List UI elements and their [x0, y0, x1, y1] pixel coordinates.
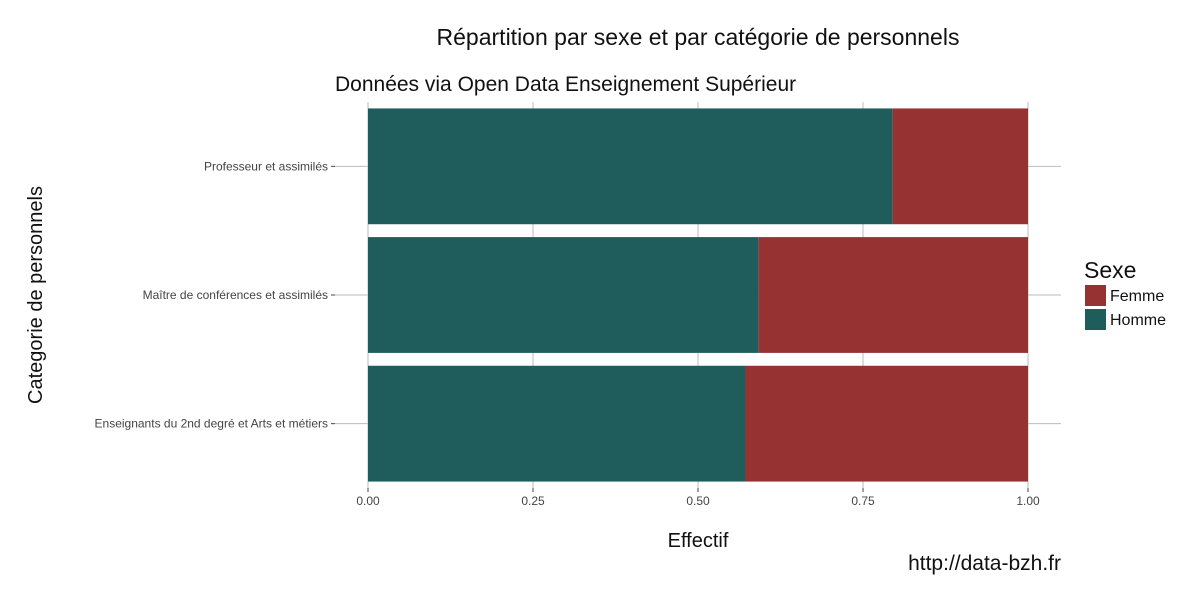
x-tick-label: 0.00 — [356, 494, 380, 508]
bar-homme — [368, 365, 746, 482]
y-tick-label: Enseignants du 2nd degré et Arts et méti… — [95, 417, 328, 431]
y-axis-title: Categorie de personnels — [25, 186, 47, 404]
x-axis-title: Effectif — [668, 530, 729, 552]
bar-homme — [368, 108, 893, 225]
legend-swatch-femme — [1085, 285, 1106, 306]
x-tick-label: 0.50 — [686, 494, 710, 508]
y-tick-label: Professeur et assimilés — [204, 159, 328, 173]
chart-title: Répartition par sexe et par catégorie de… — [437, 24, 960, 50]
y-tick-label: Maître de conférences et assimilés — [143, 288, 328, 302]
x-tick-label: 0.75 — [851, 494, 875, 508]
x-axis: 0.00 0.25 0.50 0.75 1.00 — [356, 488, 1040, 508]
legend-swatch-homme — [1085, 309, 1106, 330]
chart-subtitle: Données via Open Data Enseignement Supér… — [335, 73, 796, 96]
bar-femme — [758, 237, 1028, 353]
x-tick-label: 0.25 — [521, 494, 545, 508]
x-tick-label: 1.00 — [1016, 494, 1040, 508]
legend-label-homme: Homme — [1110, 312, 1166, 329]
legend: Sexe Femme Homme — [1084, 257, 1166, 330]
source-url: http://data-bzh.fr — [908, 552, 1061, 575]
bar-femme — [892, 108, 1028, 225]
legend-label-femme: Femme — [1110, 288, 1164, 305]
legend-title: Sexe — [1084, 257, 1136, 283]
bar-femme — [745, 365, 1028, 482]
y-axis: Professeur et assimilés Maître de confére… — [95, 159, 335, 431]
bars — [368, 108, 1028, 482]
bar-homme — [368, 237, 759, 353]
